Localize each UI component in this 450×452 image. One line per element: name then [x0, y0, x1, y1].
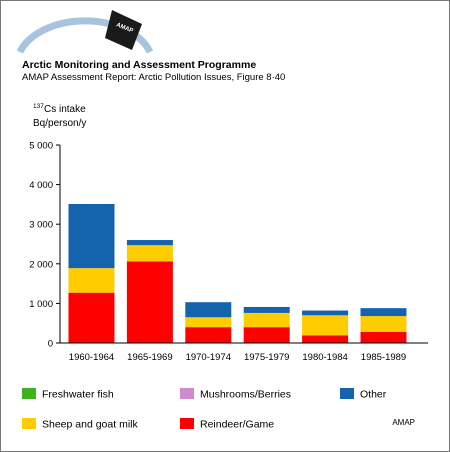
legend-swatch-mushrooms: [180, 388, 194, 399]
bar-segment-sheep: [185, 317, 232, 328]
bar-segment-other: [68, 204, 115, 269]
bar-segment-reindeer: [126, 261, 173, 343]
y-tick-label: 1 000: [29, 299, 53, 310]
y-tick-label: 5 000: [29, 141, 53, 152]
bar-segment-reindeer: [360, 331, 407, 343]
legend-swatch-freshwater: [22, 388, 36, 399]
bar-segment-other: [302, 310, 349, 316]
y-tick-label: 2 000: [29, 259, 53, 270]
x-tick-label: 1960-1964: [69, 352, 114, 363]
bar-segment-reindeer: [185, 327, 232, 343]
y-tick-label: 0: [48, 339, 53, 350]
bar-segment-other: [360, 308, 407, 317]
y-axis: 0 1 000 2 000 3 000 4 000 5 000: [29, 141, 61, 350]
bar-segment-sheep: [243, 312, 290, 328]
bar-segment-reindeer: [302, 335, 349, 343]
legend: Freshwater fish Mushrooms/Berries Other She…: [22, 388, 387, 431]
bar-segment-reindeer: [68, 292, 115, 343]
bar-segment-sheep: [68, 268, 115, 293]
bar-segment-other: [243, 306, 290, 313]
bar-segment-reindeer: [243, 327, 290, 343]
x-tick-label: 1980-1984: [302, 352, 347, 363]
legend-swatch-other: [340, 388, 354, 399]
ylabel-line2: Bq/person/y: [33, 118, 86, 129]
legend-label: Other: [360, 389, 387, 401]
x-axis: 1960-1964 1965-1969 1970-1974 1975-1979 1980…: [60, 342, 428, 363]
x-tick-label: 1975-1979: [244, 352, 289, 363]
legend-label: Freshwater fish: [42, 389, 114, 401]
footer-brand: AMAP: [392, 418, 415, 427]
ylabel-line1: Cs intake: [44, 104, 86, 115]
bar-segment-other: [185, 302, 232, 318]
header-report: AMAP Assessment Report: Arctic Pollution…: [22, 72, 285, 83]
bar-segment-sheep: [302, 315, 349, 336]
bar-segment-other: [126, 240, 173, 246]
legend-label: Sheep and goat milk: [42, 419, 138, 431]
y-tick-label: 3 000: [29, 220, 53, 231]
bar-segment-sheep: [126, 245, 173, 262]
legend-label: Reindeer/Game: [200, 419, 274, 431]
logo-mark: [105, 10, 142, 50]
y-tick-label: 4 000: [29, 180, 53, 191]
x-tick-label: 1965-1969: [127, 352, 172, 363]
logo-arc: [16, 17, 154, 54]
bars-group: [68, 204, 407, 343]
legend-swatch-sheep: [22, 418, 36, 429]
bar-segment-sheep: [360, 316, 407, 332]
x-tick-label: 1970-1974: [186, 352, 231, 363]
header-org: Arctic Monitoring and Assessment Program…: [22, 59, 256, 71]
legend-swatch-reindeer: [180, 418, 194, 429]
x-tick-label: 1985-1989: [361, 352, 406, 363]
legend-label: Mushrooms/Berries: [200, 389, 291, 401]
ylabel-superscript: 137: [33, 103, 44, 110]
amap-logo: AMAP: [16, 10, 154, 54]
